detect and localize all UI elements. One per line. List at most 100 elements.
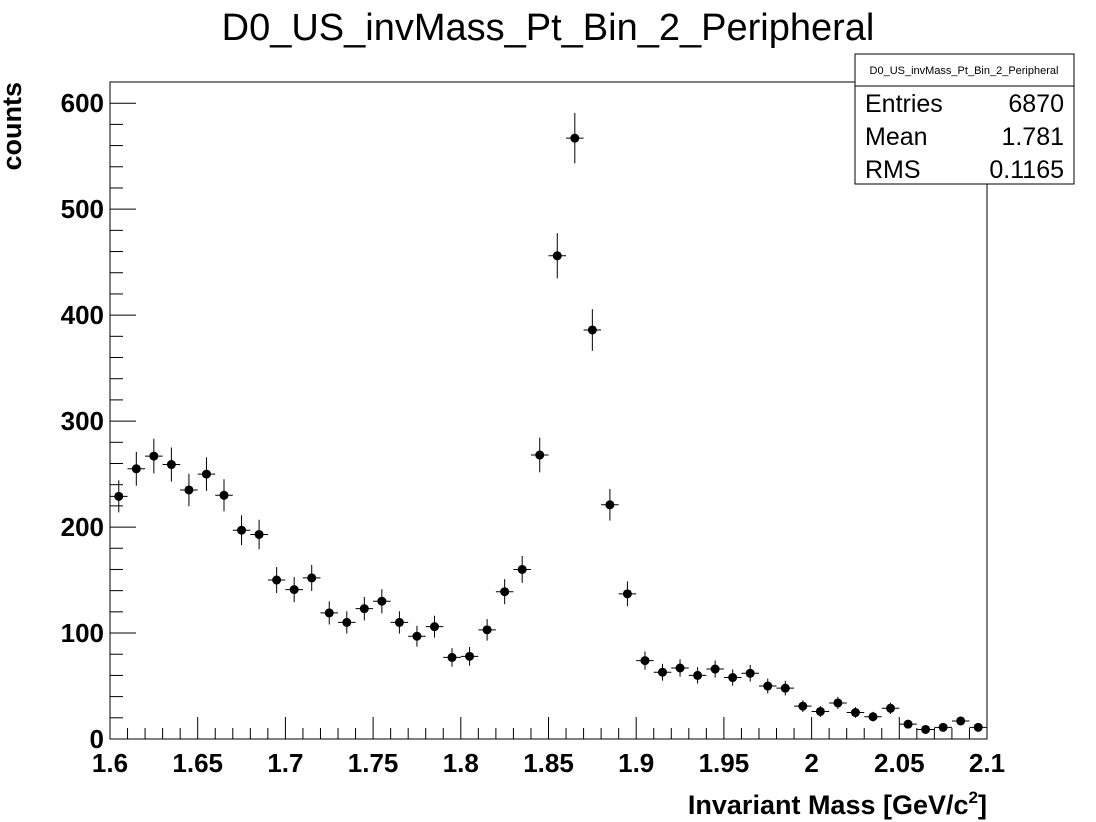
data-point-49: [969, 722, 987, 732]
data-point-15: [373, 589, 391, 614]
y-tick-label-2: 200: [61, 512, 104, 542]
stats-mean-value: 1.781: [1001, 123, 1064, 151]
y-tick-label-4: 400: [61, 300, 104, 330]
marker: [482, 625, 492, 635]
x-tick-label-1: 1.65: [172, 748, 223, 778]
stats-box: D0_US_invMass_Pt_Bin_2_Peripheral Entrie…: [854, 53, 1075, 185]
marker: [868, 712, 878, 722]
data-point-13: [338, 611, 356, 634]
data-point-12: [320, 601, 339, 625]
marker: [903, 719, 913, 729]
marker: [622, 589, 632, 599]
data-point-21: [478, 619, 496, 641]
marker: [429, 622, 439, 632]
marker: [131, 464, 141, 474]
stats-entries-value: 6870: [1008, 90, 1064, 118]
data-point-33: [688, 667, 707, 684]
data-point-3: [162, 447, 181, 482]
data-point-27: [583, 309, 602, 351]
x-tick-label-3: 1.75: [348, 748, 399, 778]
x-tick-label-9: 2.05: [874, 748, 925, 778]
x-tick-label-0: 1.6: [92, 748, 128, 778]
data-point-35: [723, 669, 742, 686]
marker: [254, 529, 264, 539]
data-point-2: [145, 438, 163, 474]
data-point-9: [267, 567, 286, 594]
data-point-42: [846, 707, 865, 718]
marker: [763, 681, 773, 691]
data-point-46: [916, 724, 935, 734]
marker: [166, 460, 176, 470]
data-point-14: [355, 596, 374, 621]
stats-mean-label: Mean: [865, 123, 928, 151]
marker: [956, 716, 966, 726]
marker: [886, 703, 896, 713]
marker: [201, 469, 211, 479]
data-point-39: [794, 700, 812, 713]
y-tick-label-0: 0: [90, 724, 104, 754]
data-point-20: [460, 646, 479, 666]
y-tick-label-3: 300: [61, 406, 104, 436]
data-point-16: [390, 611, 409, 634]
data-point-0: [110, 480, 128, 513]
marker: [921, 724, 931, 734]
data-point-47: [934, 722, 952, 732]
marker: [833, 698, 843, 708]
marker: [149, 451, 159, 461]
data-point-31: [653, 663, 672, 681]
data-point-32: [671, 659, 689, 677]
data-point-1: [127, 451, 146, 486]
marker: [324, 608, 334, 618]
y-tick-label-5: 500: [61, 194, 104, 224]
data-point-19: [443, 648, 461, 667]
marker: [342, 617, 352, 627]
y-axis: 0 100 200 300 400 500 600: [61, 81, 136, 754]
data-point-10: [285, 577, 303, 603]
stats-box-name: D0_US_invMass_Pt_Bin_2_Peripheral: [870, 65, 1059, 77]
data-point-23: [513, 556, 531, 583]
marker: [377, 596, 387, 606]
marker: [447, 652, 457, 662]
marker: [798, 701, 808, 711]
marker: [307, 573, 317, 583]
marker: [658, 667, 668, 677]
data-point-22: [495, 579, 514, 605]
data-point-29: [618, 581, 637, 607]
marker: [114, 491, 124, 501]
marker: [675, 663, 685, 673]
y-tick-label-6: 600: [61, 88, 104, 118]
data-point-37: [758, 678, 777, 694]
marker: [850, 708, 860, 718]
data-point-43: [864, 711, 882, 722]
stats-entries-label: Entries: [865, 90, 943, 118]
y-tick-label-1: 100: [61, 618, 104, 648]
data-point-34: [706, 660, 724, 678]
y-axis-title: counts: [0, 82, 27, 171]
stats-rms-value: 0.1165: [989, 156, 1064, 184]
marker: [272, 575, 282, 585]
x-tick-label-2: 1.7: [267, 748, 303, 778]
marker: [745, 668, 755, 678]
marker: [289, 585, 299, 595]
data-point-7: [232, 515, 251, 546]
data-point-38: [776, 680, 795, 696]
chart-title: D0_US_invMass_Pt_Bin_2_Peripheral: [222, 7, 875, 49]
data-point-48: [951, 716, 970, 726]
data-points: [110, 112, 987, 734]
marker: [184, 485, 194, 495]
x-tick-label-10: 2.1: [969, 748, 1005, 778]
x-tick-label-4: 1.8: [443, 748, 479, 778]
data-point-11: [302, 564, 321, 591]
data-point-45: [899, 719, 917, 729]
x-tick-label-8: 2: [804, 748, 818, 778]
data-point-26: [566, 112, 584, 164]
data-point-5: [197, 457, 216, 491]
marker: [535, 450, 545, 460]
data-point-25: [548, 233, 567, 279]
data-point-6: [215, 479, 233, 512]
data-point-44: [881, 702, 900, 714]
x-tick-label-6: 1.9: [618, 748, 654, 778]
data-point-4: [180, 473, 198, 507]
marker: [710, 664, 720, 674]
